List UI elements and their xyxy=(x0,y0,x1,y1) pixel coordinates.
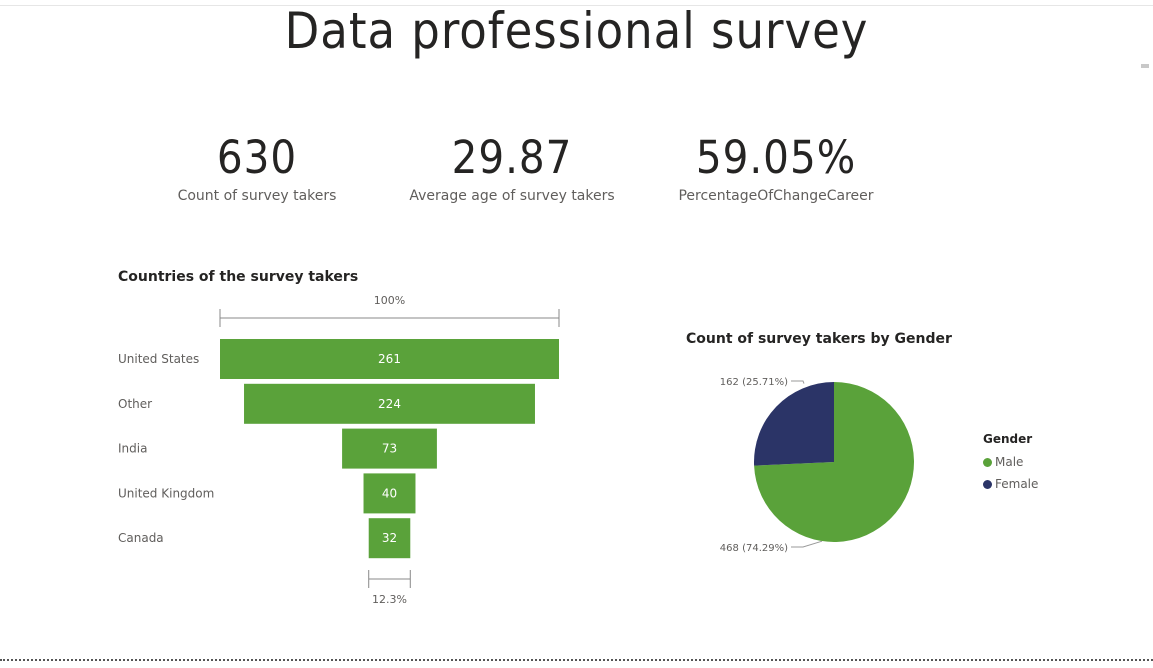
funnel-bar-value: 40 xyxy=(382,486,397,500)
funnel-category-label: Canada xyxy=(118,531,164,545)
page-title: Data professional survey xyxy=(284,2,869,60)
kpi-card-change-career[interactable]: 59.05% PercentageOfChangeCareer xyxy=(656,128,896,204)
funnel-category-label: Other xyxy=(118,397,152,411)
funnel-category-label: United Kingdom xyxy=(118,486,214,500)
legend-item-female[interactable]: Female xyxy=(983,473,1038,495)
funnel-bar-value: 32 xyxy=(382,531,397,545)
funnel-bar xyxy=(220,339,559,379)
pie-chart-title: Count of survey takers by Gender xyxy=(686,331,952,347)
funnel-category-label: United States xyxy=(118,352,199,366)
legend-label: Female xyxy=(995,477,1039,491)
funnel-bar xyxy=(363,473,416,514)
kpi-label: PercentageOfChangeCareer xyxy=(678,188,874,204)
funnel-bar-value: 73 xyxy=(382,442,397,456)
kpi-value: 29.87 xyxy=(451,131,573,184)
kpi-label: Average age of survey takers xyxy=(409,188,615,204)
legend-title: Gender xyxy=(983,432,1033,446)
top-toolbar-strip xyxy=(0,0,1153,6)
kpi-card-average-age[interactable]: 29.87 Average age of survey takers xyxy=(392,128,632,204)
funnel-bar-value: 261 xyxy=(378,352,401,366)
funnel-bar xyxy=(342,428,437,469)
kpi-label: Count of survey takers xyxy=(177,188,337,204)
kpi-value: 630 xyxy=(216,131,298,184)
funnel-bar-value: 224 xyxy=(378,397,401,411)
kpi-card-count[interactable]: 630 Count of survey takers xyxy=(137,128,377,204)
legend-label: Male xyxy=(995,455,1024,469)
legend-dot-icon xyxy=(983,457,992,467)
funnel-bar xyxy=(368,518,411,559)
funnel-category-label: India xyxy=(118,442,147,456)
focus-mode-icon[interactable] xyxy=(1141,64,1149,68)
funnel-bar xyxy=(244,383,535,424)
legend-item-male[interactable]: Male xyxy=(983,451,1038,473)
pie-legend: Gender Male Female xyxy=(983,432,1038,495)
funnel-bottom-pct-label: 12.3% xyxy=(372,593,407,606)
funnel-chart-title: Countries of the survey takers xyxy=(118,269,359,285)
funnel-top-pct-label: 100% xyxy=(374,294,405,307)
legend-dot-icon xyxy=(983,479,992,489)
kpi-value: 59.05% xyxy=(695,131,857,184)
page-bottom-border xyxy=(0,659,1153,661)
